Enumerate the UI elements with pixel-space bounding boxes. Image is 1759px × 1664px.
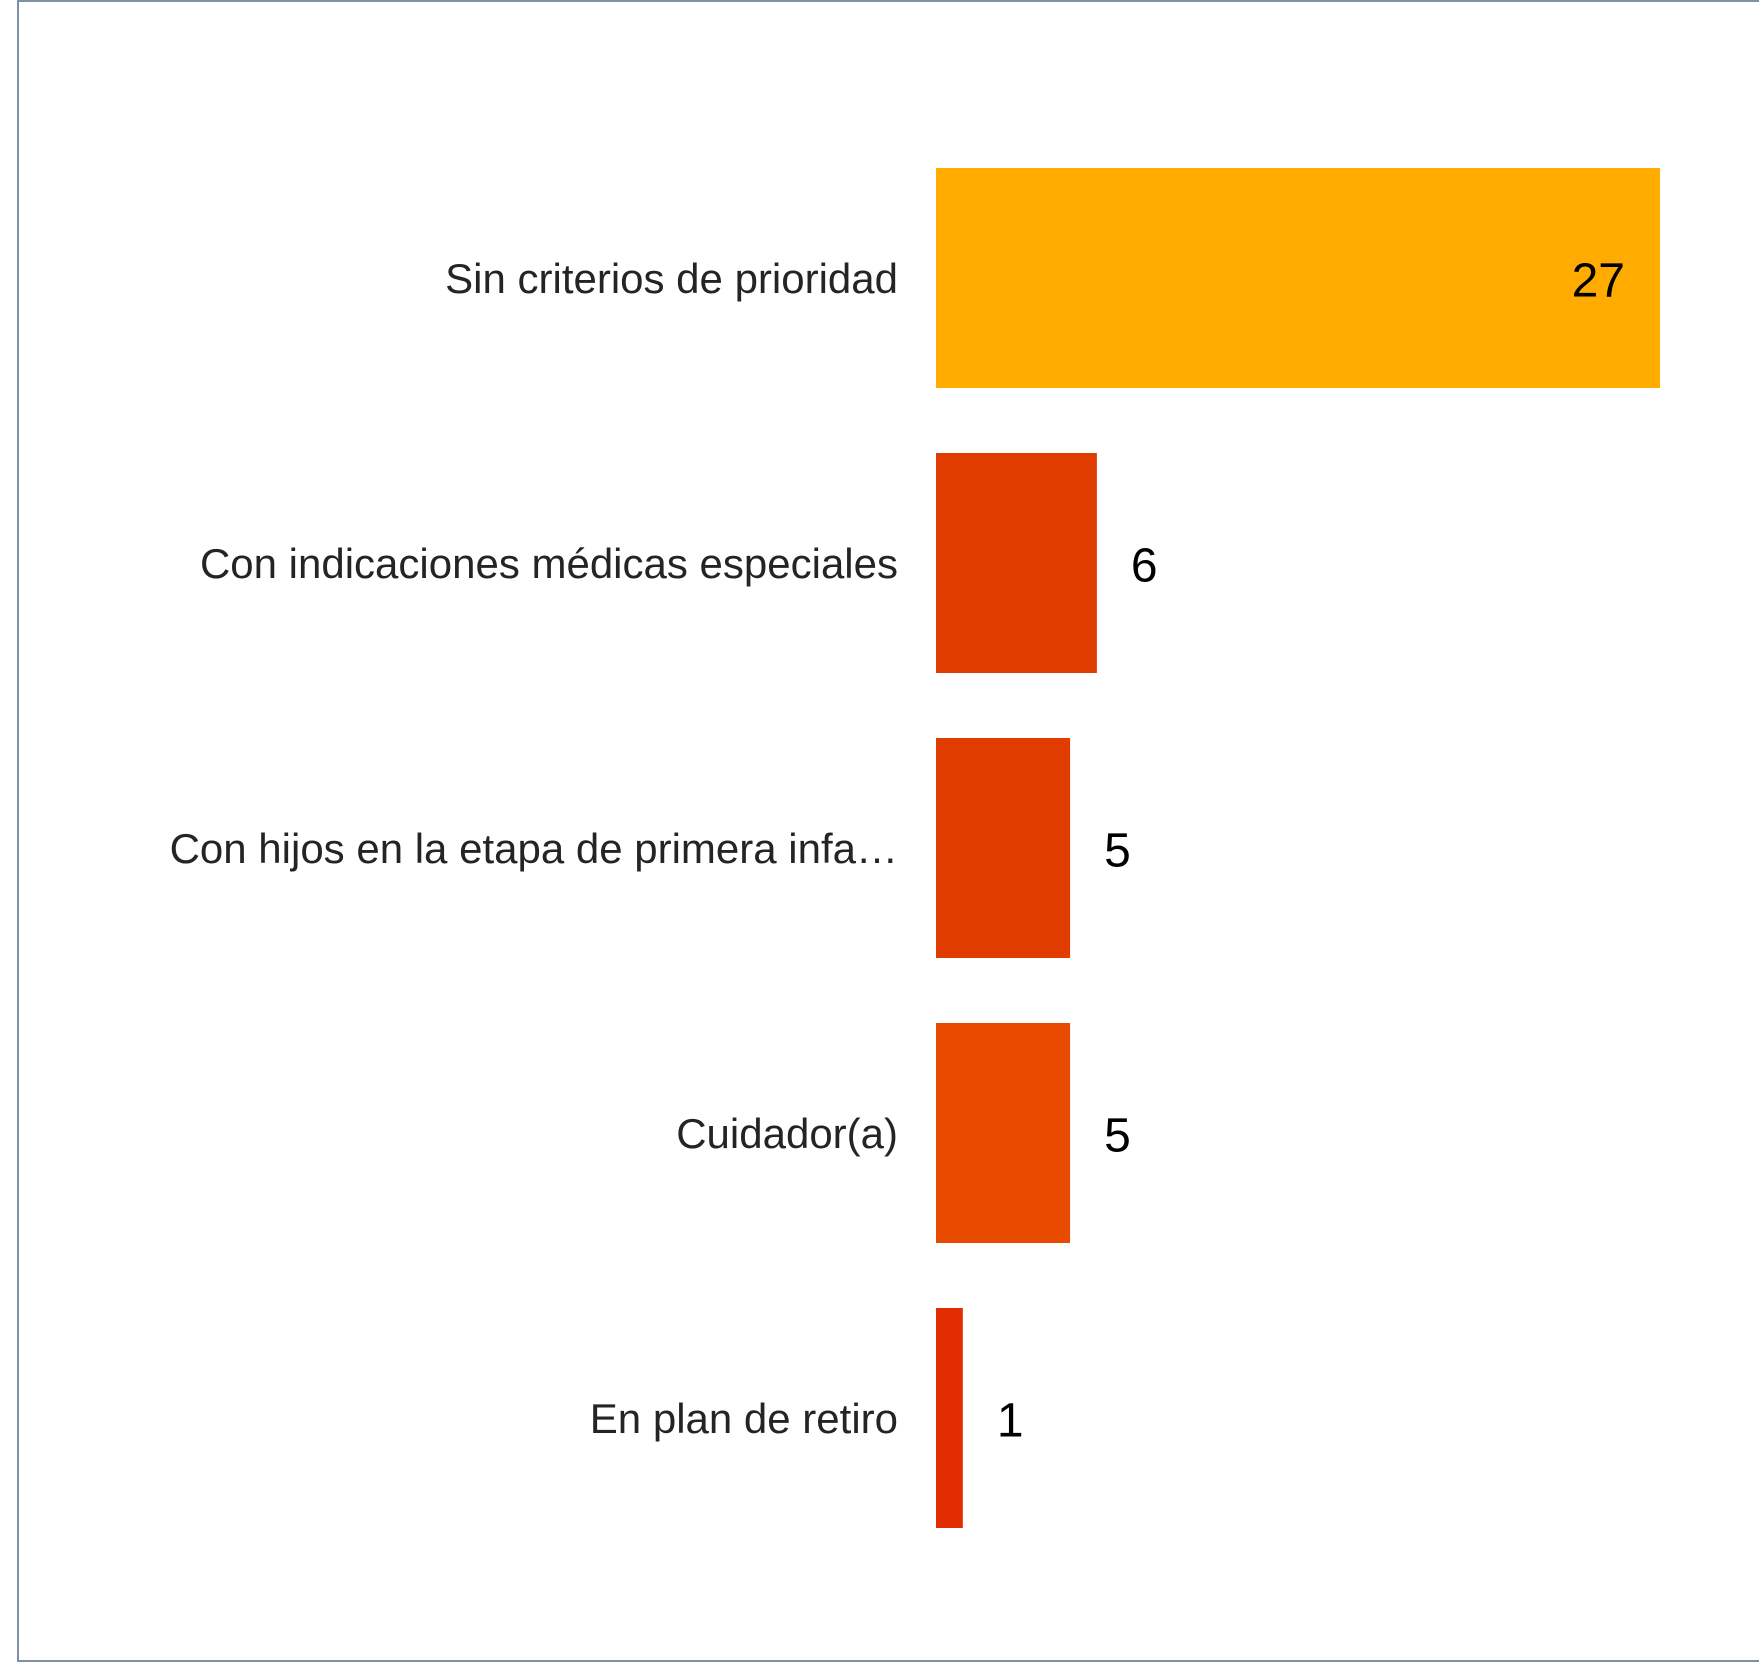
data-label: 27 — [1572, 255, 1625, 308]
data-label: 5 — [1104, 1110, 1131, 1163]
category-label: Con hijos en la etapa de primera infa… — [170, 825, 898, 872]
data-label: 5 — [1104, 825, 1131, 878]
bar — [936, 1308, 963, 1528]
bar — [936, 453, 1097, 673]
category-label: En plan de retiro — [590, 1395, 898, 1442]
category-label: Con indicaciones médicas especiales — [200, 540, 898, 587]
bar — [936, 168, 1660, 388]
data-label: 6 — [1131, 540, 1158, 593]
data-label: 1 — [997, 1395, 1024, 1448]
bar — [936, 738, 1071, 958]
bar — [936, 1023, 1071, 1243]
frame — [17, 0, 1759, 1662]
category-label: Cuidador(a) — [676, 1110, 898, 1157]
category-label: Sin criterios de prioridad — [445, 255, 898, 302]
